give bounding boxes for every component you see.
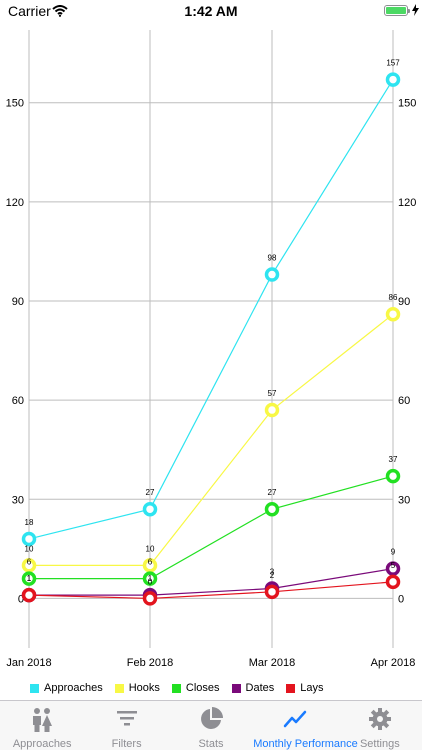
status-bar: Carrier 1:42 AM bbox=[0, 0, 422, 22]
y-tick-label-left: 0 bbox=[18, 593, 24, 605]
legend-label: Hooks bbox=[128, 682, 160, 694]
carrier-label: Carrier bbox=[8, 3, 51, 19]
data-point-lays bbox=[264, 584, 280, 600]
gear-icon bbox=[368, 707, 392, 736]
data-point-closes bbox=[385, 468, 401, 484]
x-tick-label: Feb 2018 bbox=[127, 657, 173, 669]
data-label-dates: 1 bbox=[27, 574, 32, 583]
data-label-hooks: 10 bbox=[25, 544, 34, 553]
data-label-dates: 1 bbox=[148, 574, 153, 583]
wifi-icon bbox=[52, 4, 68, 22]
data-label-dates: 9 bbox=[391, 548, 396, 557]
data-label-lays: 0 bbox=[148, 577, 153, 586]
data-label-approaches: 27 bbox=[146, 488, 155, 497]
data-label-lays: 2 bbox=[270, 571, 275, 580]
filter-icon bbox=[116, 707, 138, 734]
data-label-closes: 37 bbox=[389, 455, 398, 464]
data-label-hooks: 86 bbox=[389, 293, 398, 302]
pie-chart-icon bbox=[199, 707, 224, 736]
data-point-approaches bbox=[21, 531, 37, 547]
tab-label: Monthly Performance bbox=[253, 738, 358, 750]
data-point-closes bbox=[142, 571, 158, 586]
data-point-hooks bbox=[21, 558, 37, 573]
y-tick-label-left: 150 bbox=[6, 98, 24, 110]
data-label-approaches: 98 bbox=[268, 254, 277, 263]
legend-swatch bbox=[114, 683, 124, 693]
data-point-dates bbox=[385, 561, 401, 576]
legend-label: Lays bbox=[300, 682, 324, 694]
data-point-lays bbox=[142, 591, 158, 606]
x-tick-label: Mar 2018 bbox=[249, 657, 295, 669]
series-line-closes bbox=[29, 475, 394, 580]
y-tick-label-right: 30 bbox=[398, 494, 410, 506]
tab-label: Settings bbox=[359, 738, 400, 750]
data-label-hooks: 57 bbox=[268, 389, 277, 398]
y-tick-label-right: 60 bbox=[398, 395, 410, 407]
legend-swatch bbox=[30, 683, 39, 693]
legend-item-dates: Dates bbox=[231, 682, 275, 694]
legend-item-closes: Closes bbox=[171, 682, 220, 694]
data-point-approaches bbox=[264, 267, 280, 282]
y-tick-label-left: 30 bbox=[12, 494, 24, 506]
data-label-closes: 6 bbox=[148, 558, 153, 567]
tab-filters[interactable]: Filters bbox=[84, 701, 168, 750]
clock-time: 1:42 AM bbox=[184, 3, 238, 19]
y-tick-label-right: 90 bbox=[398, 296, 410, 308]
chart-legend: Approaches Hooks Closes Dates Lays bbox=[30, 680, 336, 696]
line-chart-icon bbox=[283, 707, 307, 736]
series-line-dates bbox=[29, 568, 394, 596]
data-label-approaches: 18 bbox=[25, 518, 34, 527]
y-tick-label-left: 90 bbox=[12, 296, 24, 308]
data-point-hooks bbox=[264, 402, 280, 418]
data-point-lays bbox=[385, 574, 401, 590]
people-icon bbox=[30, 707, 54, 738]
data-point-closes bbox=[21, 571, 37, 586]
legend-swatch bbox=[231, 683, 241, 693]
x-tick-label: Apr 2018 bbox=[371, 657, 416, 669]
tab-stats[interactable]: Stats bbox=[169, 701, 253, 750]
data-label-closes: 27 bbox=[268, 488, 277, 497]
data-point-hooks bbox=[385, 306, 401, 322]
legend-swatch bbox=[171, 683, 181, 693]
data-label-closes: 6 bbox=[27, 558, 32, 567]
battery-icon bbox=[384, 5, 410, 16]
data-point-hooks bbox=[142, 558, 158, 573]
data-label-approaches: 157 bbox=[386, 59, 400, 68]
y-tick-label-right: 150 bbox=[398, 98, 416, 110]
data-point-approaches bbox=[385, 72, 401, 87]
series-line-approaches bbox=[28, 79, 394, 540]
data-point-lays bbox=[21, 587, 37, 603]
y-tick-label-right: 0 bbox=[398, 593, 404, 605]
legend-swatch bbox=[286, 683, 296, 693]
tab-label: Approaches bbox=[12, 738, 72, 750]
series-line-hooks bbox=[29, 313, 394, 566]
data-point-approaches bbox=[142, 501, 158, 517]
data-label-hooks: 10 bbox=[146, 544, 155, 553]
tab-label: Stats bbox=[198, 738, 224, 750]
legend-label: Dates bbox=[245, 682, 275, 694]
charging-bolt-icon bbox=[412, 3, 419, 21]
legend-label: Closes bbox=[185, 682, 220, 694]
data-label-lays: 5 bbox=[391, 561, 396, 570]
legend-item-lays: Lays bbox=[286, 682, 324, 694]
data-label-dates: 3 bbox=[270, 568, 275, 577]
legend-item-hooks: Hooks bbox=[114, 682, 160, 694]
data-point-closes bbox=[264, 501, 280, 517]
tab-bar: Approaches Filters Stats Monthly Perform… bbox=[0, 700, 422, 750]
tab-label: Filters bbox=[111, 738, 142, 750]
data-label-lays: 1 bbox=[27, 574, 32, 583]
y-tick-label-right: 120 bbox=[398, 197, 416, 209]
tab-settings[interactable]: Settings bbox=[338, 701, 422, 750]
y-tick-label-left: 120 bbox=[6, 197, 24, 209]
x-tick-label: Jan 2018 bbox=[6, 657, 51, 669]
y-tick-label-left: 60 bbox=[12, 395, 24, 407]
tab-approaches[interactable]: Approaches bbox=[0, 701, 84, 750]
tab-monthly-performance[interactable]: Monthly Performance bbox=[253, 701, 358, 750]
legend-item-approaches: Approaches bbox=[30, 682, 103, 694]
series-line-lays bbox=[28, 581, 394, 600]
legend-label: Approaches bbox=[44, 682, 103, 694]
